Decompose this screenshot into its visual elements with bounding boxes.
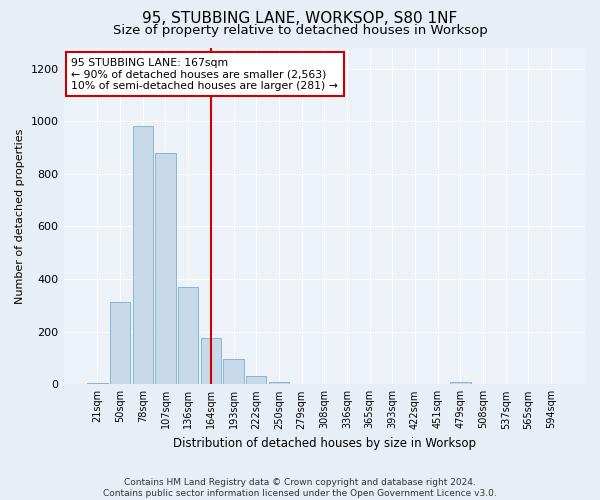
Bar — [269, 382, 289, 384]
Bar — [200, 338, 221, 384]
Bar — [110, 302, 130, 384]
Bar — [246, 376, 266, 384]
Text: Contains HM Land Registry data © Crown copyright and database right 2024.
Contai: Contains HM Land Registry data © Crown c… — [103, 478, 497, 498]
Bar — [223, 360, 244, 384]
Bar — [133, 126, 153, 384]
Bar — [87, 383, 107, 384]
Text: 95, STUBBING LANE, WORKSOP, S80 1NF: 95, STUBBING LANE, WORKSOP, S80 1NF — [142, 11, 458, 26]
Text: Size of property relative to detached houses in Worksop: Size of property relative to detached ho… — [113, 24, 487, 37]
Bar — [178, 287, 199, 384]
Text: 95 STUBBING LANE: 167sqm
← 90% of detached houses are smaller (2,563)
10% of sem: 95 STUBBING LANE: 167sqm ← 90% of detach… — [71, 58, 338, 91]
Bar — [450, 382, 470, 384]
Y-axis label: Number of detached properties: Number of detached properties — [15, 128, 25, 304]
X-axis label: Distribution of detached houses by size in Worksop: Distribution of detached houses by size … — [173, 437, 476, 450]
Bar — [155, 154, 176, 384]
